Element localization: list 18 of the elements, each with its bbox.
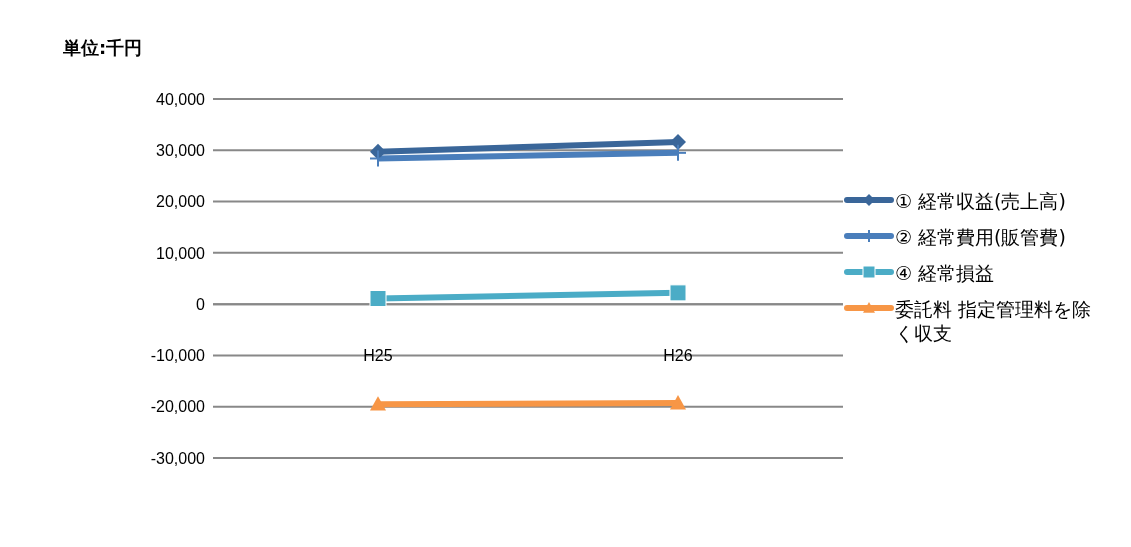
y-tick-label: -20,000 <box>150 398 206 416</box>
point <box>369 290 387 307</box>
point <box>669 284 687 302</box>
y-tick-label: 20,000 <box>156 193 206 211</box>
legend-label: ④ 経常損益 <box>895 261 995 285</box>
legend-label: ② 経常費用(販管費) <box>895 225 1066 249</box>
legend-label: ① 経常収益(売上高) <box>895 189 1066 213</box>
legend-label: 委託料 指定管理料を除く収支 <box>895 297 1093 345</box>
y-tick-label: -30,000 <box>150 449 206 467</box>
y-tick-label: 30,000 <box>156 141 206 159</box>
x-tick-label: H25 <box>363 347 393 364</box>
y-tick-label: 40,000 <box>156 90 206 108</box>
y-tick-label: -10,000 <box>150 347 206 365</box>
y-axis-title: 単位:千円 <box>63 36 143 60</box>
y-tick-label: 10,000 <box>156 244 206 262</box>
point <box>670 134 686 151</box>
y-tick-label: 0 <box>196 295 206 313</box>
x-tick-label: H26 <box>663 347 693 364</box>
